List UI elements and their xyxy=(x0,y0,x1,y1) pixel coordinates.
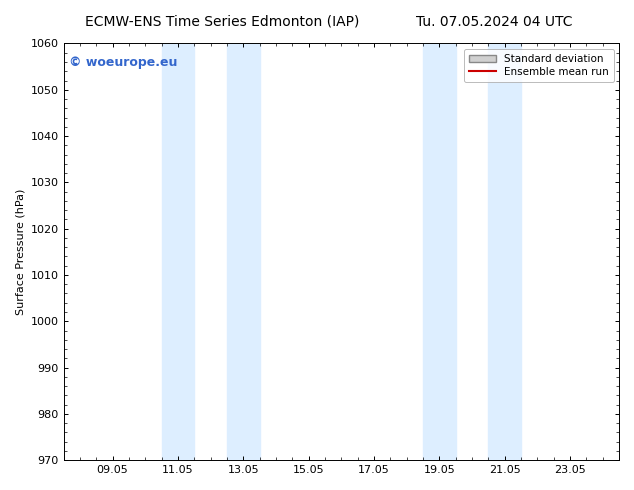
Bar xyxy=(423,44,456,460)
Text: Tu. 07.05.2024 04 UTC: Tu. 07.05.2024 04 UTC xyxy=(417,15,573,29)
Bar xyxy=(488,44,521,460)
Text: ECMW-ENS Time Series Edmonton (IAP): ECMW-ENS Time Series Edmonton (IAP) xyxy=(85,15,359,29)
Y-axis label: Surface Pressure (hPa): Surface Pressure (hPa) xyxy=(15,189,25,315)
Legend: Standard deviation, Ensemble mean run: Standard deviation, Ensemble mean run xyxy=(464,49,614,82)
Text: © woeurope.eu: © woeurope.eu xyxy=(69,56,178,69)
Bar xyxy=(162,44,194,460)
Bar xyxy=(227,44,259,460)
